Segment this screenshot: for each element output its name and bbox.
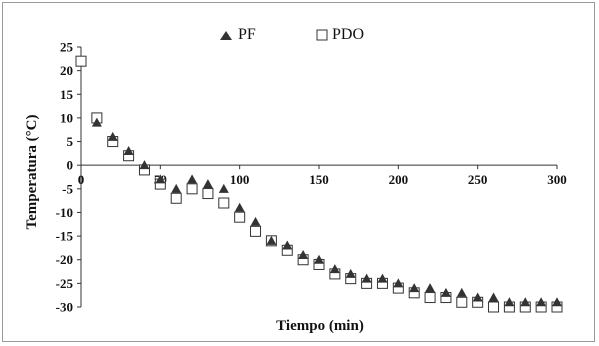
pf-point xyxy=(393,278,404,288)
pdo-point xyxy=(424,292,436,304)
pf-point xyxy=(520,297,531,307)
x-axis-title: Tiempo (min) xyxy=(276,318,364,334)
pf-point xyxy=(536,297,547,307)
chart-frame xyxy=(2,2,595,342)
y-tick-label: -30 xyxy=(56,300,73,315)
x-tick-label: 100 xyxy=(230,172,250,187)
pf-point xyxy=(314,254,324,264)
y-tick-labels: 25 20 15 10 5 0 -5 -10 -15 -20 -25 -30 xyxy=(56,40,74,315)
pf-point xyxy=(409,283,420,293)
y-tick-label: -15 xyxy=(56,229,74,244)
y-tick-label: 25 xyxy=(60,40,74,55)
y-tick-label: -20 xyxy=(56,252,73,267)
pf-point xyxy=(329,264,340,274)
pf-point xyxy=(345,268,356,278)
pf-point xyxy=(456,287,467,297)
legend: PF PDO xyxy=(220,26,364,43)
legend-pdo-label: PDO xyxy=(332,26,364,43)
pf-point xyxy=(282,240,293,250)
pf-point xyxy=(250,216,261,226)
y-tick-label: 10 xyxy=(60,110,73,125)
data-marks xyxy=(75,55,563,313)
axes xyxy=(77,46,558,308)
pdo-point xyxy=(456,296,468,308)
pf-point xyxy=(440,287,451,297)
x-tick-label: 300 xyxy=(547,172,567,187)
pf-point xyxy=(187,174,198,184)
pdo-point xyxy=(170,192,182,204)
pf-point xyxy=(155,174,166,184)
y-tick-label: -5 xyxy=(62,181,73,196)
pdo-point xyxy=(488,301,500,313)
pdo-point xyxy=(234,211,246,223)
y-tick-label: 5 xyxy=(67,134,74,149)
pdo-point xyxy=(202,188,214,200)
pf-point xyxy=(107,131,118,141)
pf-point xyxy=(488,292,499,302)
y-tick-label: 0 xyxy=(67,158,74,173)
pf-point xyxy=(361,273,372,283)
pf-point xyxy=(202,179,213,189)
pf-point xyxy=(266,235,277,245)
legend-pf-marker xyxy=(220,31,232,40)
pf-point xyxy=(234,202,245,212)
y-tick-label: 15 xyxy=(60,87,74,102)
pf-point xyxy=(139,160,150,170)
pf-point xyxy=(504,297,515,307)
x-tick-label: 150 xyxy=(309,172,329,187)
legend-pdo-marker xyxy=(316,29,328,41)
pf-point xyxy=(425,283,436,293)
legend-pf-label: PF xyxy=(238,26,256,43)
y-tick-label: 20 xyxy=(60,63,73,78)
y-axis-title: Temperatura (°C) xyxy=(24,114,40,229)
pf-point xyxy=(123,146,134,155)
x-tick-labels: 050100150200250300 xyxy=(78,172,567,187)
pf-point xyxy=(552,297,562,307)
pdo-point xyxy=(218,197,230,209)
pf-point xyxy=(171,183,182,193)
pdo-point xyxy=(250,225,262,237)
pf-point xyxy=(377,273,388,283)
pf-point xyxy=(298,250,309,259)
y-tick-label: -25 xyxy=(56,276,74,291)
pdo-point xyxy=(186,183,198,195)
x-tick-label: 200 xyxy=(389,172,409,187)
pdo-point xyxy=(75,55,87,67)
pf-point xyxy=(91,117,102,127)
x-tick-label: 250 xyxy=(468,172,488,187)
pf-point xyxy=(472,292,483,302)
y-tick-label: -10 xyxy=(56,205,73,220)
pf-point xyxy=(218,183,229,193)
